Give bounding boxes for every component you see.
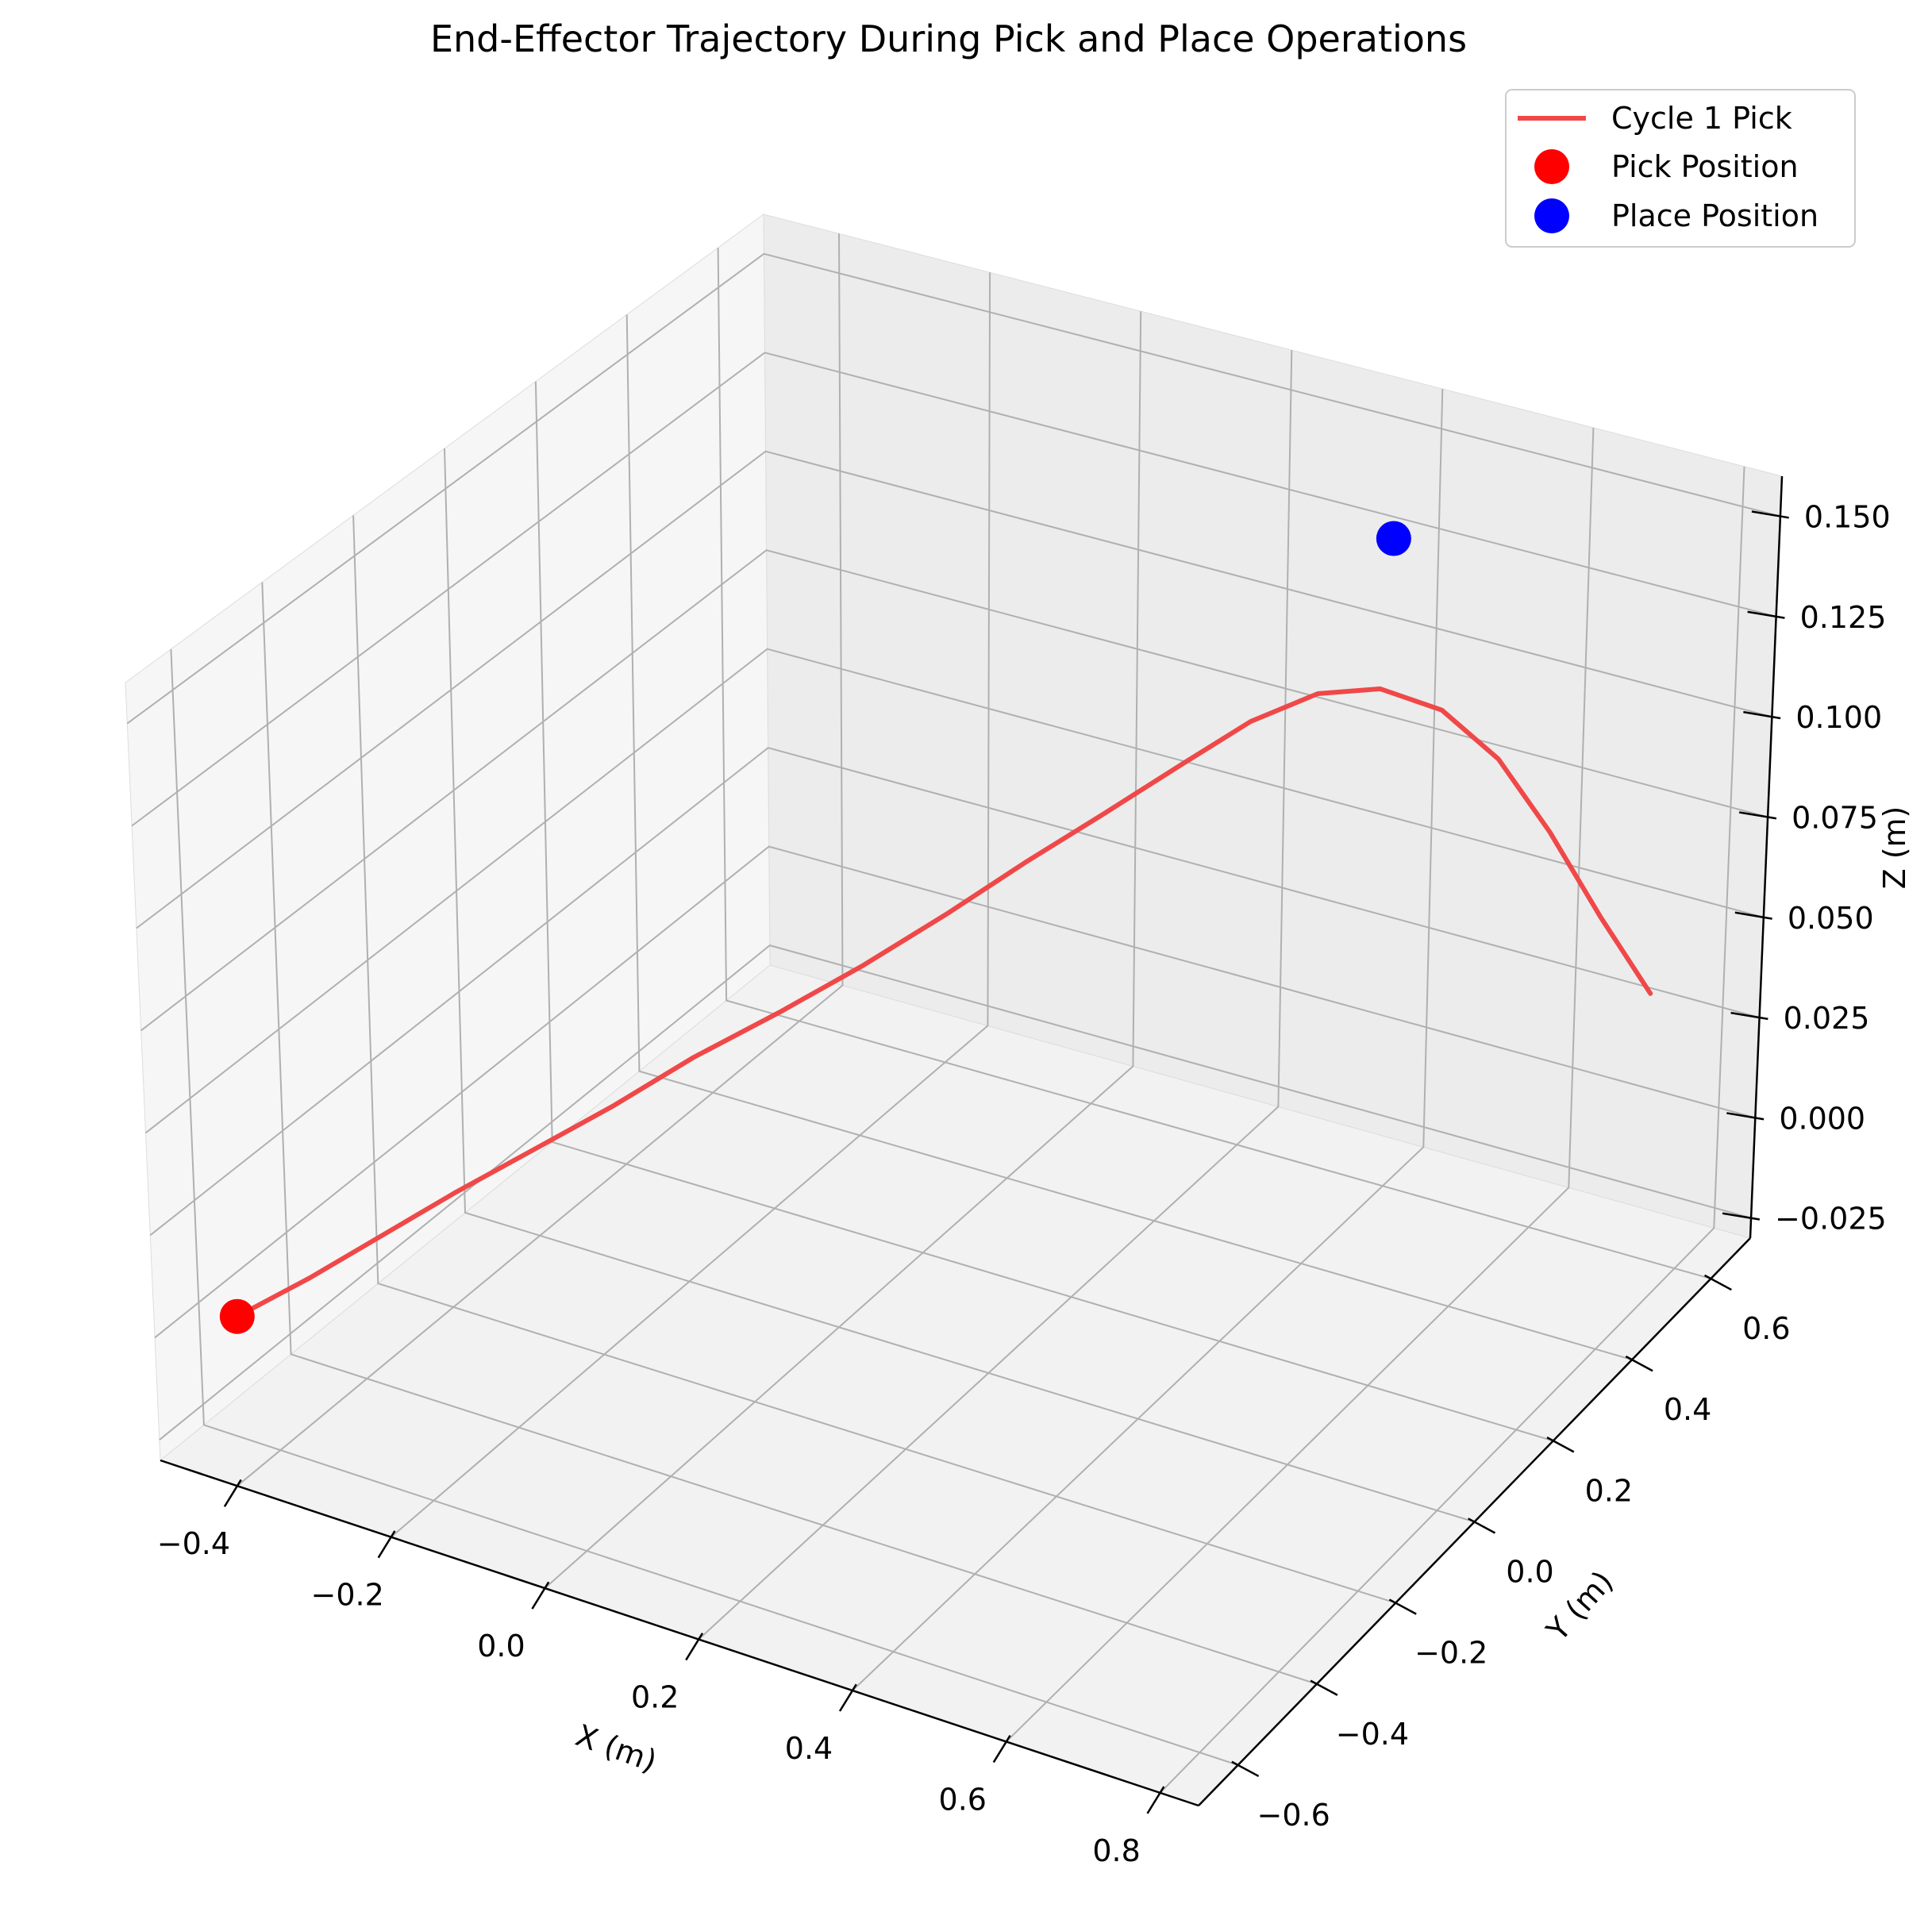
chart-title: End-Effector Trajectory During Pick and … xyxy=(430,17,1467,60)
y-tick-label-2: −0.2 xyxy=(1414,1636,1487,1671)
x-tick-label-2: 0.0 xyxy=(477,1629,525,1664)
legend-frame xyxy=(1505,89,1856,248)
x-tick-2 xyxy=(531,1581,550,1610)
grid-x-5 xyxy=(1006,427,1595,1743)
z-tick-3 xyxy=(1734,911,1772,920)
y-tick-4 xyxy=(1546,1437,1575,1453)
y-tick-5 xyxy=(1625,1355,1653,1372)
grid-y-3 xyxy=(444,448,1475,1523)
legend-label-place-position: Place Position xyxy=(1611,198,1818,233)
legend-label-pick-position: Pick Position xyxy=(1611,149,1799,184)
grid-x-4 xyxy=(852,388,1444,1691)
x-tick-label-3: 0.2 xyxy=(631,1680,679,1715)
y-tick-label-6: 0.6 xyxy=(1742,1311,1790,1346)
y-tick-label-4: 0.2 xyxy=(1585,1473,1633,1508)
grid-z-7 xyxy=(126,252,1781,725)
z-tick-label-3: 0.050 xyxy=(1788,901,1874,936)
grid-y-5 xyxy=(625,314,1633,1361)
y-tick-2 xyxy=(1388,1598,1417,1615)
grid-z-1 xyxy=(154,845,1756,1339)
y-tick-label-5: 0.4 xyxy=(1664,1392,1711,1427)
y-tick-0 xyxy=(1231,1760,1260,1778)
grid-x-2 xyxy=(544,311,1142,1589)
z-tick-4 xyxy=(1738,811,1777,820)
x-tick-label-4: 0.4 xyxy=(785,1731,833,1766)
x-tick-label-0: −0.4 xyxy=(157,1526,230,1561)
z-tick-label-1: 0.000 xyxy=(1779,1101,1865,1136)
grid-z-4 xyxy=(140,549,1768,1032)
legend-label-cycle-1-pick: Cycle 1 Pick xyxy=(1611,101,1792,136)
grid-y-0 xyxy=(170,648,1238,1766)
grid-y-1 xyxy=(261,582,1318,1685)
grid-x-1 xyxy=(391,272,991,1538)
z-tick-label-4: 0.075 xyxy=(1792,800,1878,835)
grid-z-3 xyxy=(144,648,1765,1134)
x-tick-6 xyxy=(1146,1786,1165,1814)
y-tick-label-1: −0.4 xyxy=(1336,1717,1409,1752)
grid-z-2 xyxy=(149,747,1760,1237)
grid-y-6 xyxy=(717,248,1711,1280)
x-tick-1 xyxy=(377,1530,396,1559)
x-tick-label-5: 0.6 xyxy=(939,1782,987,1817)
grid-z-6 xyxy=(131,352,1776,827)
y-tick-label-3: 0.0 xyxy=(1506,1555,1553,1590)
grid-x-3 xyxy=(698,350,1293,1641)
x-tick-4 xyxy=(838,1683,857,1712)
legend-marker-place xyxy=(1534,198,1569,233)
series-line-0 xyxy=(234,686,1653,1319)
z-tick-label-0: −0.025 xyxy=(1775,1202,1887,1237)
legend-marker-pick xyxy=(1534,149,1569,184)
z-tick-6 xyxy=(1747,610,1785,619)
y-tick-3 xyxy=(1468,1517,1496,1534)
grid-z-0 xyxy=(159,944,1752,1441)
legend: Cycle 1 Pick Pick Position Place Positio… xyxy=(1505,89,1856,248)
y-tick-6 xyxy=(1703,1274,1732,1291)
grid-x-0 xyxy=(237,233,844,1487)
x-tick-3 xyxy=(685,1633,704,1661)
x-tick-label-6: 0.8 xyxy=(1092,1833,1140,1868)
data-series xyxy=(219,521,1653,1334)
x-tick-label-1: −0.2 xyxy=(311,1578,384,1613)
z-tick-7 xyxy=(1751,510,1789,519)
x-tick-0 xyxy=(223,1479,242,1507)
series-point-1-0 xyxy=(219,1298,255,1334)
y-tick-label-0: −0.6 xyxy=(1257,1798,1330,1833)
z-tick-label-6: 0.125 xyxy=(1800,600,1887,635)
grid-y-2 xyxy=(352,515,1396,1604)
series-point-2-0 xyxy=(1376,521,1411,556)
z-tick-label-7: 0.150 xyxy=(1804,500,1891,535)
grid-z-5 xyxy=(136,450,1772,929)
z-tick-label-2: 0.025 xyxy=(1784,1001,1870,1036)
z-axis-line xyxy=(1749,475,1784,1239)
y-tick-1 xyxy=(1310,1679,1338,1696)
z-tick-2 xyxy=(1730,1011,1768,1021)
tick-marks xyxy=(223,510,1789,1814)
z-tick-label-5: 0.100 xyxy=(1795,700,1882,735)
x-axis-title: X (m) xyxy=(572,1718,662,1779)
grid-lines xyxy=(126,233,1781,1794)
z-tick-1 xyxy=(1726,1112,1765,1121)
x-tick-5 xyxy=(992,1734,1011,1764)
tick-labels: −0.4 −0.2 0.0 0.2 0.4 0.6 0.8 −0.6 −0.4 −0.2 0.0 0.… xyxy=(157,500,1891,1868)
z-tick-5 xyxy=(1743,710,1781,720)
x-axis-line xyxy=(160,1459,1199,1807)
z-tick-0 xyxy=(1722,1212,1761,1221)
grid-x-6 xyxy=(1159,466,1745,1794)
z-axis-title: Z (m) xyxy=(1877,806,1912,890)
